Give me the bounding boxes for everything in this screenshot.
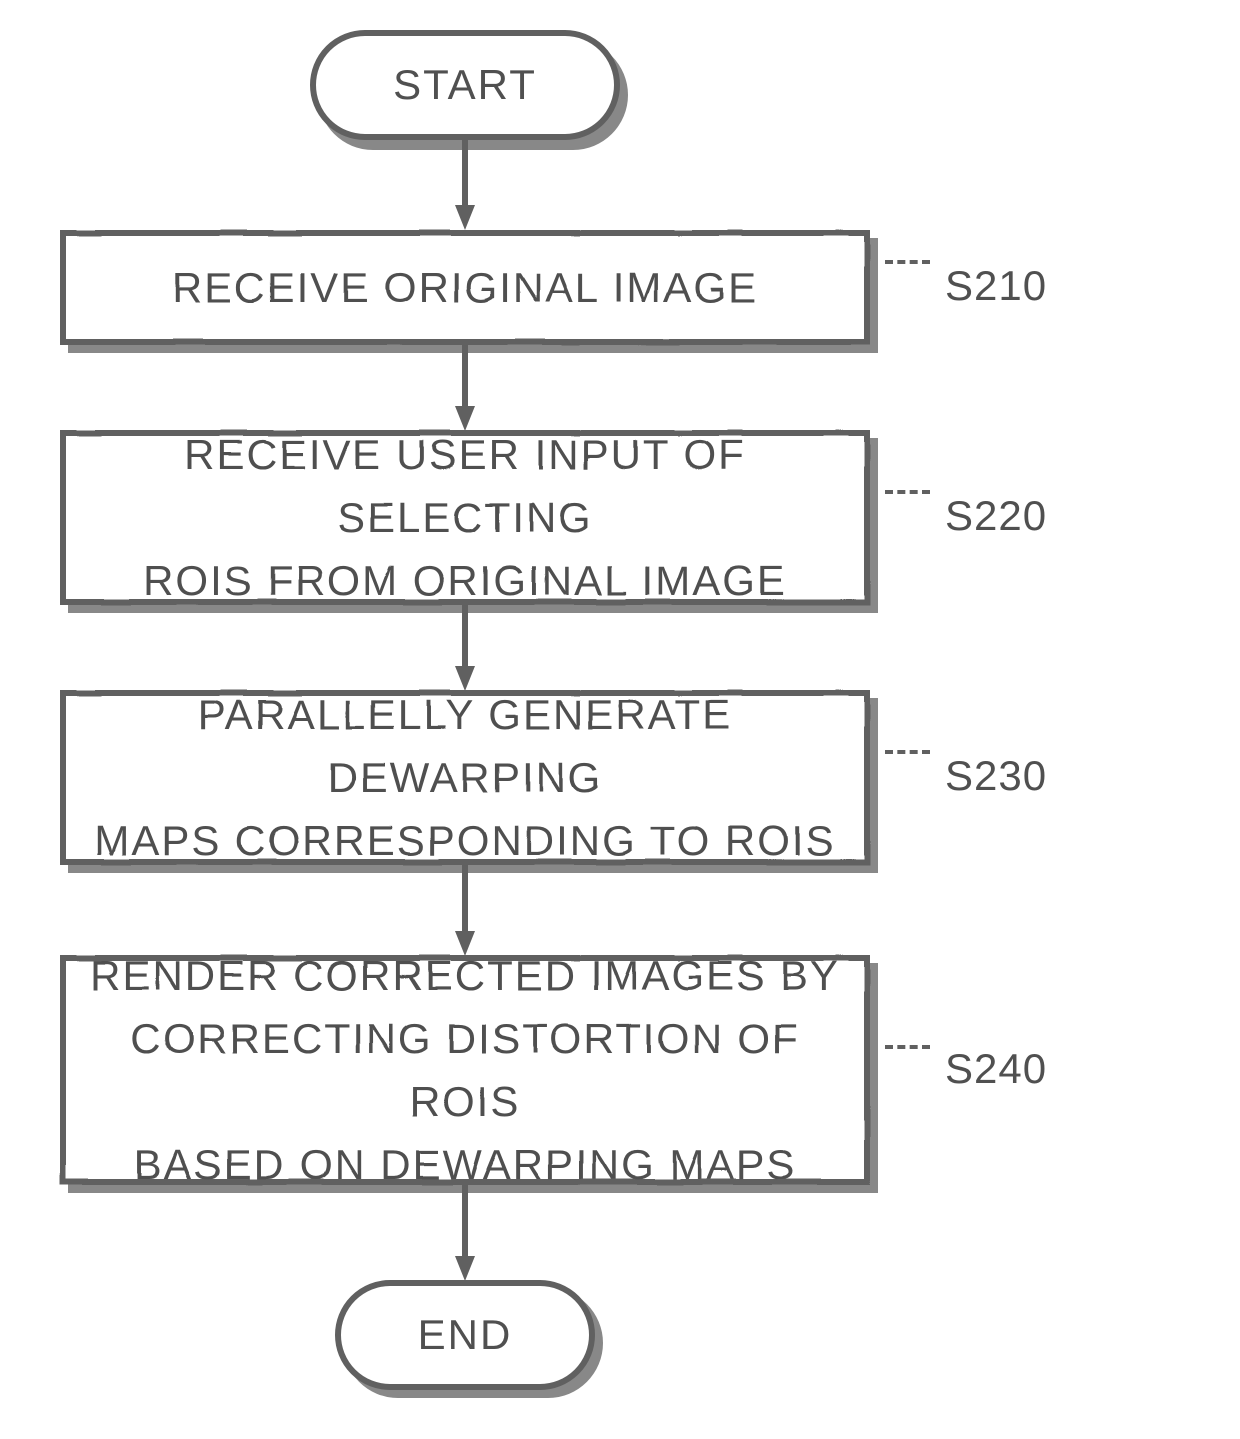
step1-process: RECEIVE ORIGINAL IMAGE bbox=[60, 230, 870, 345]
step1-label: S210 bbox=[945, 262, 1047, 310]
step3-text: PARALLELLY GENERATE DEWARPINGMAPS CORRES… bbox=[86, 683, 844, 872]
step2-dash bbox=[885, 490, 930, 494]
arrow-start-step1 bbox=[455, 140, 475, 232]
step1-dash bbox=[885, 260, 930, 315]
end-label: END bbox=[418, 1311, 513, 1359]
start-terminator: START bbox=[310, 30, 620, 140]
step4-text: RENDER CORRECTED IMAGES BYCORRECTING DIS… bbox=[86, 944, 844, 1196]
step2-label: S220 bbox=[945, 492, 1047, 540]
step3-label: S230 bbox=[945, 752, 1047, 800]
step3-dash bbox=[885, 750, 930, 754]
step2-process: RECEIVE USER INPUT OF SELECTINGROIS FROM… bbox=[60, 430, 870, 605]
step4-process: RENDER CORRECTED IMAGES BYCORRECTING DIS… bbox=[60, 955, 870, 1185]
arrow-step4-end bbox=[455, 1185, 475, 1283]
end-terminator: END bbox=[335, 1280, 595, 1390]
step4-dash bbox=[885, 1045, 930, 1049]
step4-label: S240 bbox=[945, 1045, 1047, 1093]
step2-text: RECEIVE USER INPUT OF SELECTINGROIS FROM… bbox=[86, 423, 844, 612]
step1-text: RECEIVE ORIGINAL IMAGE bbox=[172, 256, 758, 319]
step3-process: PARALLELLY GENERATE DEWARPINGMAPS CORRES… bbox=[60, 690, 870, 865]
arrow-step2-step3 bbox=[455, 605, 475, 693]
arrow-step1-step2 bbox=[455, 345, 475, 433]
start-label: START bbox=[393, 61, 537, 109]
